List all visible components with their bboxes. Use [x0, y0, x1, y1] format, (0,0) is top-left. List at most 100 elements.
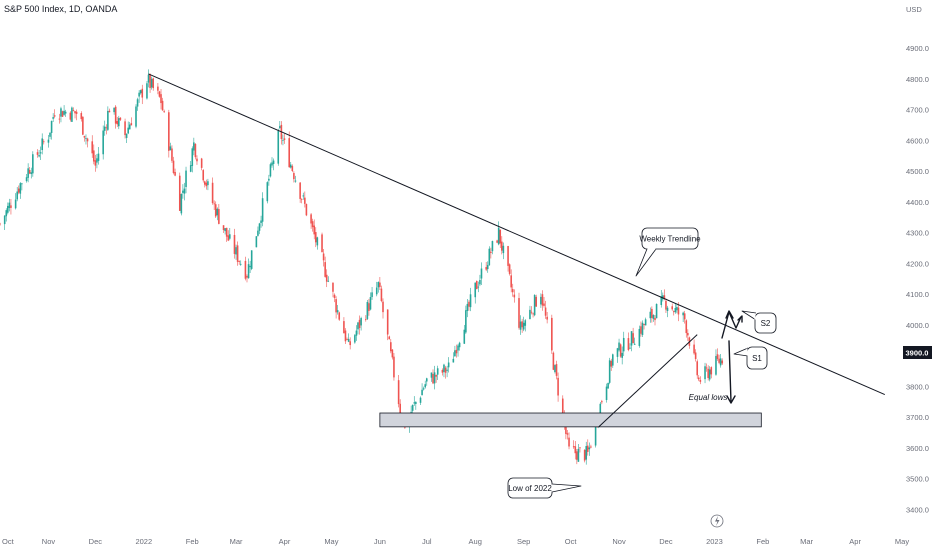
- candle-body: [124, 121, 126, 136]
- candle-body: [530, 311, 533, 313]
- support-zone[interactable]: [379, 412, 762, 428]
- candle-body: [358, 319, 361, 329]
- candle-body: [499, 229, 502, 244]
- candle-body: [214, 204, 217, 217]
- candle-body: [463, 329, 466, 344]
- candle-body: [397, 380, 400, 405]
- candle-body: [141, 88, 144, 98]
- candle-body: [236, 245, 239, 262]
- candle-body: [513, 294, 516, 298]
- candle-body: [654, 317, 656, 321]
- candle-body: [551, 317, 553, 351]
- candle-body: [289, 164, 292, 168]
- candle-body: [721, 360, 724, 364]
- candle-body: [163, 111, 165, 113]
- candle-body: [169, 146, 172, 151]
- time-tick-label: Sep: [517, 537, 530, 546]
- candle-body: [38, 155, 40, 157]
- candle-body: [174, 171, 176, 176]
- candle-body: [58, 118, 61, 120]
- candle-body: [178, 175, 181, 211]
- last-price-tag: [903, 346, 932, 359]
- candle-body: [652, 315, 655, 319]
- price-tick-label: 4300.0: [906, 229, 929, 238]
- candle-body: [479, 279, 481, 285]
- candle-body: [250, 250, 253, 269]
- candle-body: [491, 241, 494, 252]
- candle-body: [64, 111, 67, 114]
- candle-body: [608, 360, 611, 383]
- candle-body: [511, 289, 514, 293]
- candle-body: [313, 225, 316, 235]
- candle-body: [225, 227, 228, 237]
- candle-body: [118, 118, 120, 127]
- candle-body: [96, 158, 98, 163]
- candle-body: [19, 183, 22, 194]
- candle-body: [302, 195, 305, 197]
- candle-body: [102, 130, 104, 155]
- candle-body: [507, 246, 509, 266]
- candle-body: [294, 180, 297, 182]
- candle-body: [605, 386, 608, 400]
- candle-body: [480, 268, 483, 279]
- candle-body: [586, 445, 589, 452]
- candle-body: [53, 115, 56, 117]
- candle-body: [433, 372, 436, 384]
- candle-body: [71, 107, 73, 122]
- drawings-layer: [148, 73, 886, 428]
- candle-body: [216, 208, 219, 216]
- candle-body: [366, 301, 369, 319]
- candle-body: [72, 110, 75, 111]
- candle-body: [92, 150, 95, 162]
- candle-body: [218, 209, 220, 224]
- candle-body: [633, 343, 636, 345]
- candle-body: [583, 449, 586, 461]
- candle-body: [147, 74, 150, 83]
- candle-body: [488, 248, 491, 266]
- candle-body: [17, 188, 20, 193]
- candle-body: [660, 296, 663, 305]
- candle-body: [443, 364, 445, 372]
- candle-body: [202, 170, 205, 181]
- candle-body: [335, 299, 337, 313]
- candle-body: [544, 307, 547, 316]
- candle-body: [103, 126, 106, 131]
- price-tick-label: 4700.0: [906, 106, 929, 115]
- candle-body: [246, 275, 248, 278]
- candle-body: [127, 127, 129, 134]
- candle-body: [47, 139, 50, 143]
- candle-body: [138, 92, 140, 97]
- candle-body: [447, 362, 450, 368]
- time-scale[interactable]: Oct Nov Dec 2022 Feb Mar Apr May Jun Jul Aug Sep Oct…: [2, 537, 909, 546]
- time-tick-label: Mar: [800, 537, 813, 546]
- candle-body: [719, 358, 722, 366]
- candle-body: [393, 356, 395, 378]
- candle-body: [651, 308, 653, 318]
- lightning-icon[interactable]: [710, 514, 724, 528]
- weekly-trendline[interactable]: [148, 73, 886, 396]
- candle-body: [180, 193, 183, 214]
- candle-body: [708, 369, 711, 380]
- candle-body: [268, 178, 270, 181]
- candle-body: [108, 110, 111, 113]
- candle-body: [441, 369, 444, 373]
- price-scale[interactable]: USD 4900.0 4800.0 4700.0 4600.0 4500.0 4400.0…: [906, 5, 929, 514]
- candle-body: [324, 262, 326, 277]
- weekly-trendline-label: Weekly Trendline: [639, 235, 701, 244]
- rising-trendline[interactable]: [598, 334, 698, 428]
- candle-body: [8, 202, 11, 209]
- candle-body: [601, 401, 603, 403]
- candle-body: [333, 294, 336, 298]
- candle-body: [676, 307, 678, 311]
- s1-callout: S1: [733, 346, 768, 370]
- candle-body: [200, 158, 203, 168]
- candle-body: [697, 377, 700, 380]
- candle-body: [572, 446, 575, 448]
- candle-body: [149, 74, 151, 89]
- time-tick-label: May: [895, 537, 909, 546]
- candle-body: [524, 320, 527, 326]
- time-tick-label: Oct: [2, 537, 15, 546]
- price-tick-label: 4200.0: [906, 259, 929, 268]
- time-tick-label: Aug: [469, 537, 482, 546]
